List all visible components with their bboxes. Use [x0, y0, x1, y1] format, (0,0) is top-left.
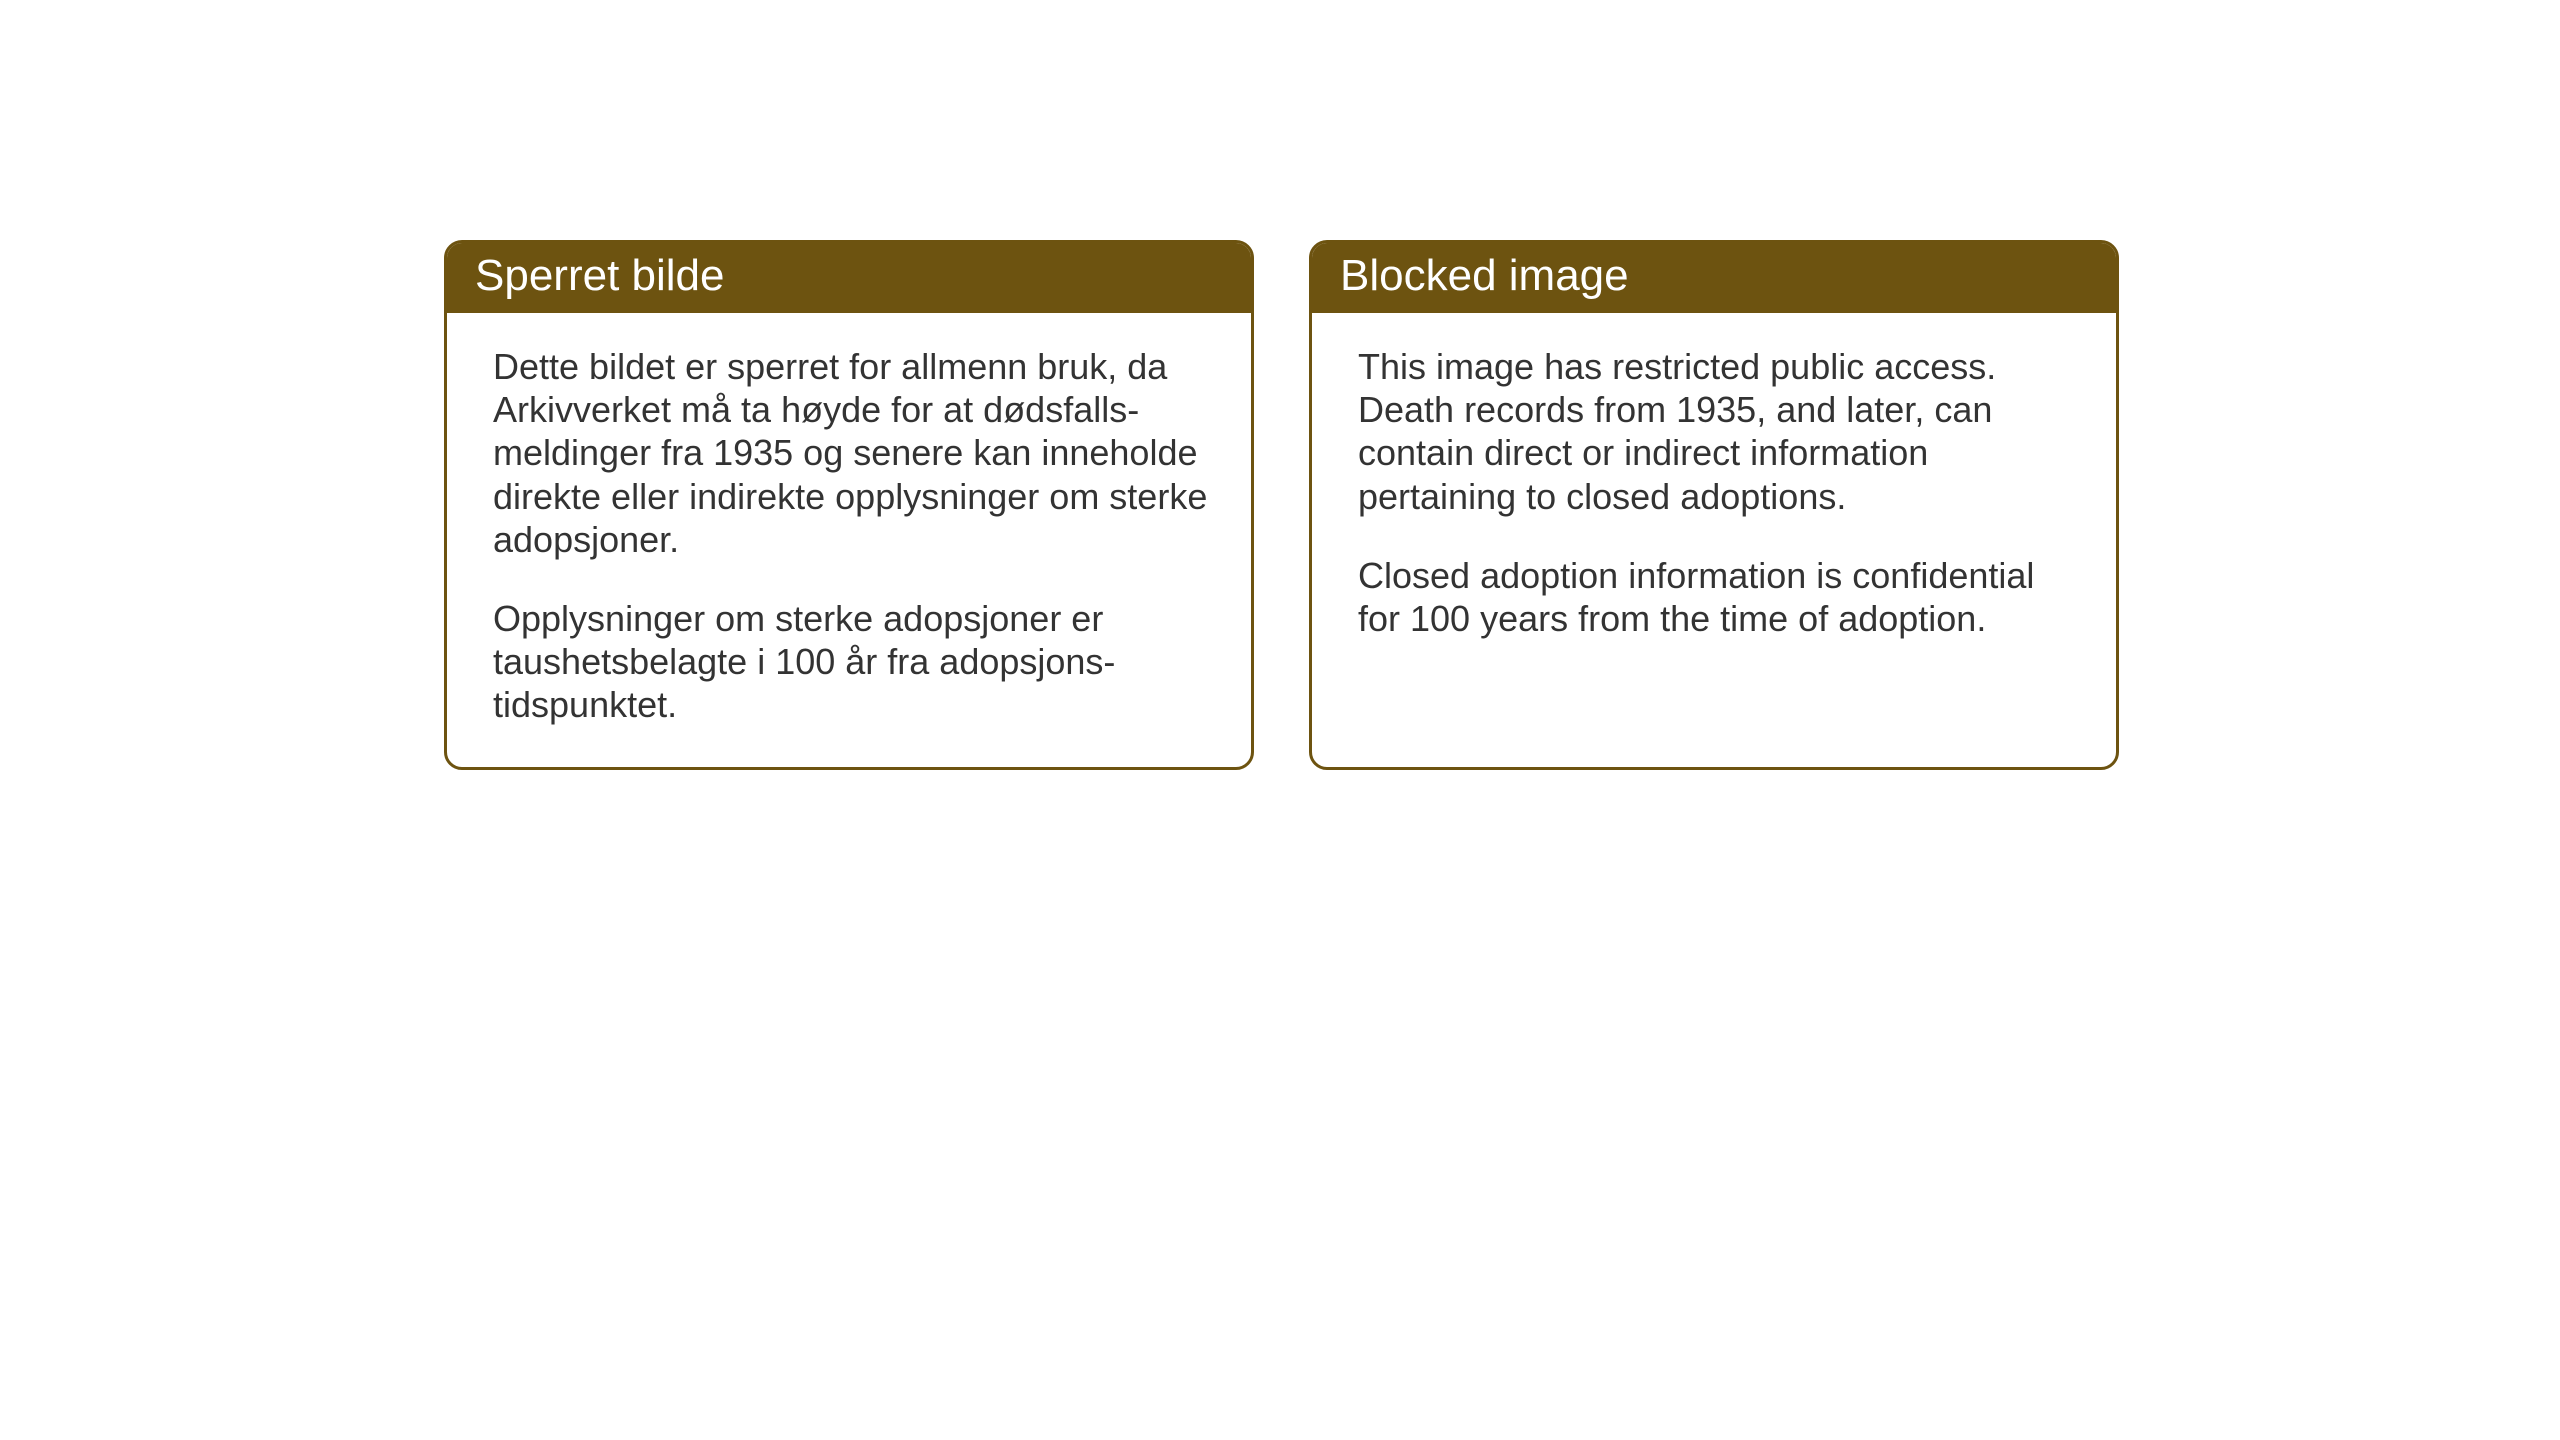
card-header-english: Blocked image: [1312, 243, 2116, 313]
paragraph-english-2: Closed adoption information is confident…: [1358, 554, 2076, 640]
notice-container: Sperret bilde Dette bildet er sperret fo…: [444, 240, 2119, 770]
card-body-english: This image has restricted public access.…: [1312, 313, 2116, 680]
card-header-norwegian: Sperret bilde: [447, 243, 1251, 313]
card-english: Blocked image This image has restricted …: [1309, 240, 2119, 770]
paragraph-norwegian-2: Opplysninger om sterke adopsjoner er tau…: [493, 597, 1211, 727]
card-body-norwegian: Dette bildet er sperret for allmenn bruk…: [447, 313, 1251, 767]
paragraph-norwegian-1: Dette bildet er sperret for allmenn bruk…: [493, 345, 1211, 561]
card-norwegian: Sperret bilde Dette bildet er sperret fo…: [444, 240, 1254, 770]
paragraph-english-1: This image has restricted public access.…: [1358, 345, 2076, 518]
